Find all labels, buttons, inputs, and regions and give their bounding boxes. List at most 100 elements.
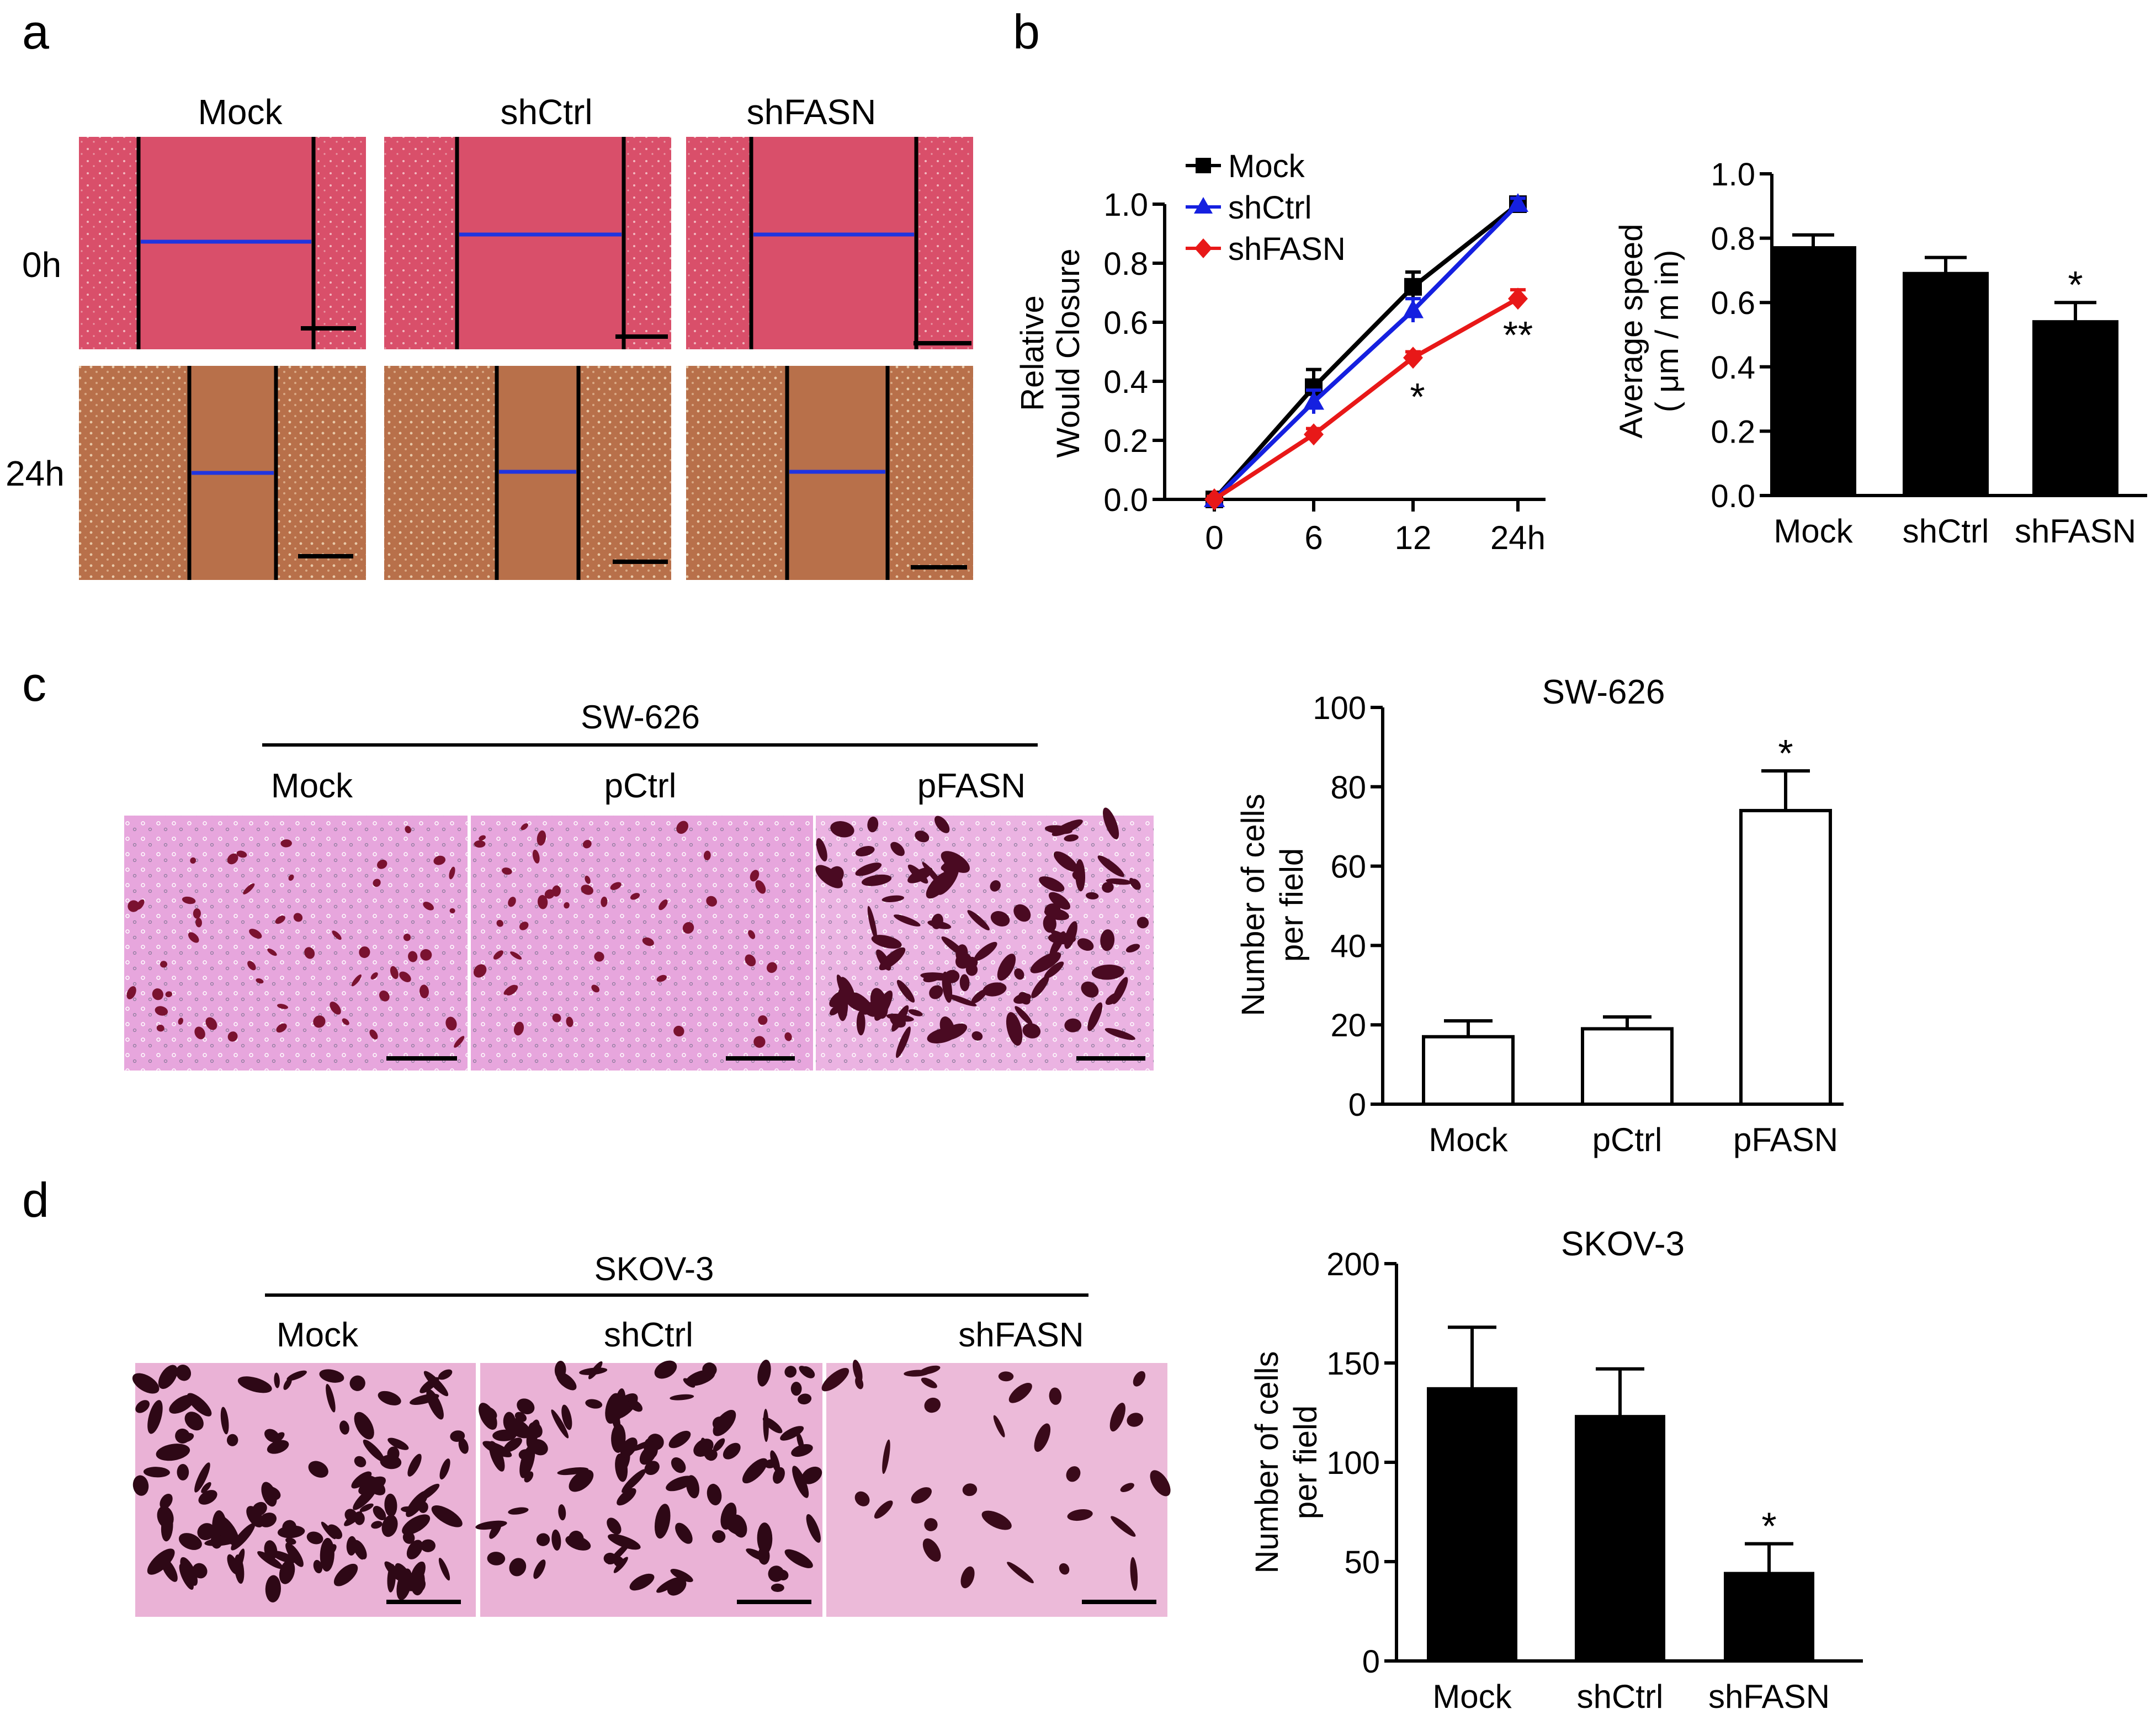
image-0h-shfasn — [686, 137, 973, 349]
stained-cell — [682, 922, 694, 934]
data-point — [1403, 299, 1424, 318]
stained-cell — [1072, 870, 1084, 881]
stained-cell — [861, 874, 892, 886]
stained-cell — [934, 816, 950, 833]
stained-cell — [152, 988, 163, 1000]
stained-cell — [1127, 1413, 1144, 1427]
y-tick-label: 0.4 — [1711, 350, 1755, 386]
y-tick-label: 60 — [1330, 849, 1366, 885]
stained-cell — [962, 1483, 978, 1497]
stained-cell — [1111, 1516, 1136, 1537]
legend-marker — [1196, 158, 1211, 173]
stained-cell — [517, 1398, 535, 1414]
stained-cell — [1013, 993, 1031, 1004]
stained-cell — [169, 1394, 195, 1414]
stained-cell — [1106, 878, 1132, 885]
stained-cell — [417, 1483, 440, 1501]
stained-cell — [195, 918, 202, 928]
y-tick-label: 0 — [1348, 1087, 1366, 1123]
stained-cell — [1053, 851, 1078, 872]
stained-cell — [990, 880, 1001, 892]
data-point — [1304, 423, 1324, 446]
stained-cell — [332, 930, 342, 940]
stained-cell — [156, 1024, 164, 1032]
stained-cell — [931, 913, 943, 929]
stained-cell — [344, 1511, 362, 1526]
stained-cell — [551, 1529, 561, 1551]
image-d-shctrl — [475, 1359, 822, 1617]
legend-label: Mock — [1228, 148, 1305, 184]
stained-cell — [276, 1023, 287, 1033]
stained-cell — [1031, 976, 1049, 998]
stained-cell — [896, 979, 915, 1003]
col-label-pctrl: pCtrl — [604, 767, 677, 805]
stained-cell — [450, 1430, 465, 1442]
stained-cell — [205, 1017, 217, 1030]
stained-cell — [867, 906, 878, 940]
stained-cell — [399, 971, 411, 982]
stained-cell — [252, 1501, 267, 1516]
stained-cell — [379, 991, 390, 1002]
stained-cell — [147, 1548, 175, 1575]
image-24h-shctrl — [384, 366, 671, 580]
stained-cell — [449, 908, 455, 914]
y-tick-label: 0.6 — [1711, 285, 1755, 321]
stained-cell — [288, 874, 294, 881]
stained-cell — [536, 1533, 550, 1546]
stained-cell — [387, 1437, 409, 1450]
x-tick-label: Mock — [1773, 513, 1853, 550]
panel-label-b: b — [1013, 4, 1040, 59]
stained-cell — [157, 1506, 174, 1529]
image-d-shfasn — [821, 1359, 1171, 1617]
stained-cell — [178, 1018, 183, 1025]
stained-cell — [319, 1369, 344, 1383]
stained-cell — [654, 1360, 677, 1379]
stained-cell — [1006, 1012, 1023, 1046]
stained-cell — [322, 1544, 337, 1558]
stained-cell — [419, 984, 429, 999]
significance-mark: * — [1410, 375, 1425, 418]
stained-cell — [955, 952, 972, 969]
y-axis-label-line1: Average speed — [1613, 223, 1649, 438]
y-tick-label: 0.8 — [1711, 221, 1755, 257]
x-tick-label: Mock — [1429, 1121, 1508, 1158]
stained-cell — [1049, 931, 1065, 957]
stained-cell — [160, 961, 168, 968]
stained-cell — [445, 1016, 457, 1031]
stained-cell — [867, 816, 879, 833]
stained-cell — [671, 1457, 686, 1473]
stained-cell — [745, 954, 756, 967]
y-tick-label: 100 — [1313, 690, 1366, 726]
stained-cell — [806, 1514, 821, 1543]
stained-cell — [220, 1407, 229, 1435]
panel-label-a: a — [22, 4, 49, 59]
stained-cell — [907, 867, 933, 883]
stained-cell — [1043, 914, 1056, 933]
stained-cell — [321, 1521, 336, 1540]
stained-cell — [1064, 921, 1077, 949]
stained-cell — [881, 895, 905, 902]
stained-cell — [821, 1367, 849, 1392]
y-tick-label: 150 — [1326, 1346, 1380, 1382]
stained-cell — [313, 1015, 326, 1028]
stained-cell — [617, 1488, 636, 1506]
stained-cell — [359, 1503, 374, 1512]
stained-cell — [179, 1563, 194, 1590]
y-axis-label-line1: Relative — [1015, 295, 1050, 411]
stained-cell — [552, 1013, 561, 1023]
stained-cell — [274, 1372, 280, 1388]
stained-cell — [758, 1546, 770, 1565]
stained-cell — [401, 1506, 416, 1513]
stained-cell — [622, 1469, 646, 1493]
stained-cell — [830, 821, 854, 838]
stained-cell — [967, 910, 990, 931]
stained-cell — [1105, 992, 1121, 1005]
stained-cell — [998, 1371, 1014, 1382]
legend-marker — [1194, 238, 1212, 258]
stained-cell — [1091, 965, 1124, 980]
stained-cell — [742, 1458, 768, 1484]
stained-cell — [990, 911, 1010, 926]
stained-cell — [431, 1505, 463, 1527]
stained-cell — [601, 896, 608, 907]
stained-cell — [642, 937, 654, 946]
